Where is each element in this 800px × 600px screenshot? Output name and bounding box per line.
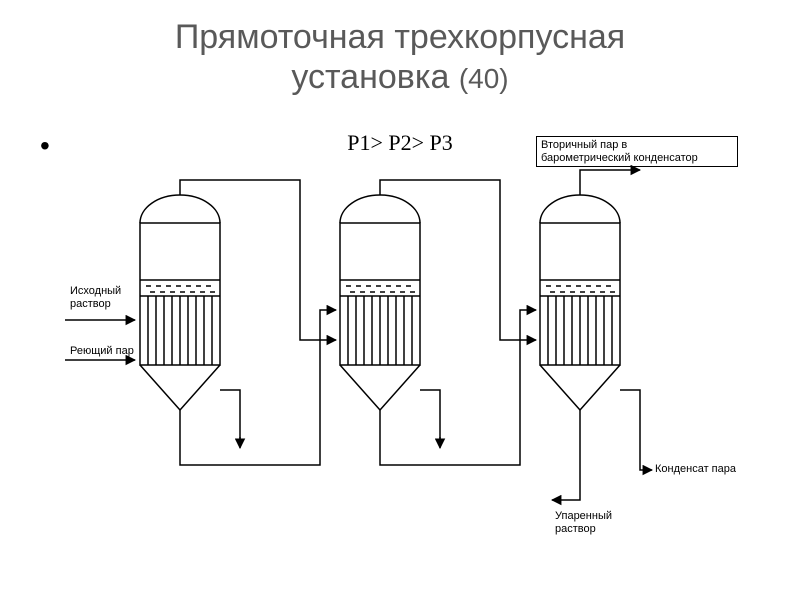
pipe-condensate-2 [420,390,440,440]
vessel-cone [340,365,420,410]
vessel-dome [140,195,220,223]
vessel-dome [340,195,420,223]
vessel-cone [140,365,220,410]
pipe-product-out [552,450,580,500]
process-diagram [0,0,800,600]
vessel-dome [540,195,620,223]
pipe-condensate-3 [620,390,652,470]
pipe-condensate-1 [220,390,240,440]
vessel-cone [540,365,620,410]
pipe-vapor-3-to-condenser [580,170,640,195]
